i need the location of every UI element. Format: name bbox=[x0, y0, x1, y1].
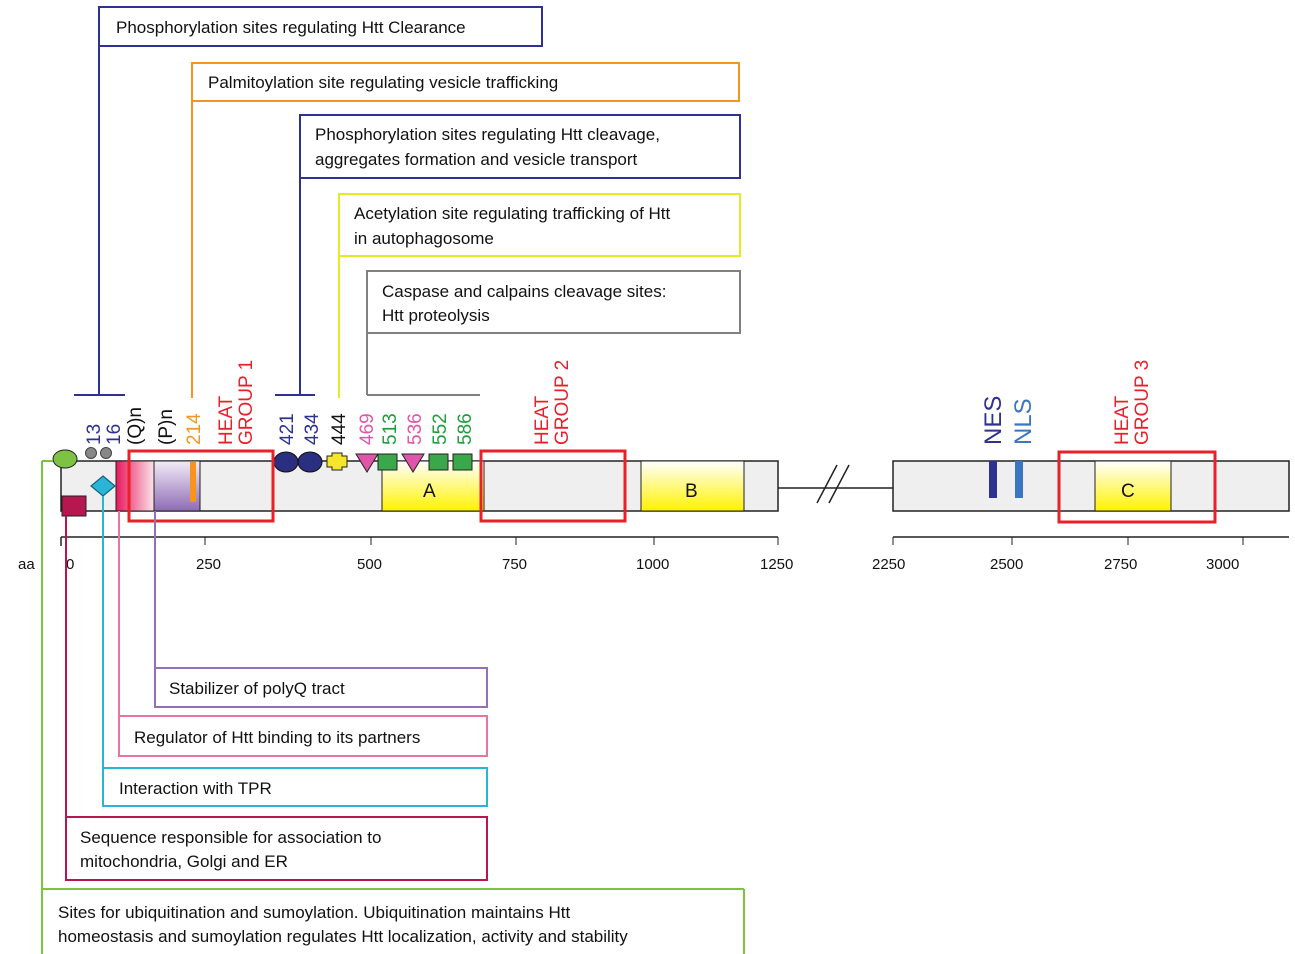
cleavage-site-552 bbox=[428, 453, 449, 471]
annotation-binding-regulator: Regulator of Htt binding to its partners bbox=[118, 511, 488, 757]
svg-text:in autophagosome: in autophagosome bbox=[354, 229, 494, 248]
site-label-qn: (Q)n bbox=[125, 407, 146, 445]
heat-group-1-box bbox=[127, 449, 275, 523]
cleavage-site-536 bbox=[401, 453, 425, 473]
svg-text:500: 500 bbox=[357, 556, 382, 573]
cleavage-site-586 bbox=[452, 453, 473, 471]
svg-text:HEAT: HEAT bbox=[1112, 395, 1133, 445]
mito-association-marker bbox=[61, 495, 87, 517]
svg-text:Htt proteolysis: Htt proteolysis bbox=[382, 306, 490, 325]
svg-text:HEAT: HEAT bbox=[532, 395, 553, 445]
site-label-444: 444 bbox=[329, 413, 350, 445]
annotation-phos-cleavage: Phosphorylation sites regulating Htt cle… bbox=[275, 114, 741, 396]
svg-text:GROUP 3: GROUP 3 bbox=[1132, 360, 1153, 445]
site-label-513: 513 bbox=[380, 413, 401, 445]
heat-group-labels: HEAT GROUP 1 HEAT GROUP 2 HEAT GROUP 3 bbox=[216, 360, 1153, 445]
svg-text:Sites for ubiquitination and s: Sites for ubiquitination and sumoylation… bbox=[58, 903, 570, 922]
acetylation-site-444 bbox=[326, 452, 348, 471]
svg-text:Phosphorylation sites regulati: Phosphorylation sites regulating Htt Cle… bbox=[116, 18, 466, 37]
site-label-nes: NES bbox=[980, 396, 1007, 445]
domain-c bbox=[1094, 460, 1172, 512]
axis-left: aa 0 250 500 750 1000 1250 bbox=[18, 536, 793, 573]
phospho-site-421 bbox=[273, 451, 299, 473]
phospho-site-16 bbox=[100, 447, 112, 459]
svg-text:750: 750 bbox=[502, 556, 527, 573]
annotation-caspase: Caspase and calpains cleavage sites: Htt… bbox=[366, 270, 741, 396]
site-label-pn: (P)n bbox=[156, 409, 177, 445]
annotation-ubiquitination: Sites for ubiquitination and sumoylation… bbox=[41, 460, 745, 954]
domain-a-label: A bbox=[423, 481, 436, 502]
svg-text:Phosphorylation sites regulati: Phosphorylation sites regulating Htt cle… bbox=[315, 125, 660, 144]
svg-text:Sequence responsible for assoc: Sequence responsible for association to bbox=[80, 828, 381, 847]
phospho-site-434 bbox=[297, 451, 323, 473]
svg-text:1000: 1000 bbox=[636, 556, 669, 573]
axis-label: aa bbox=[18, 556, 35, 573]
domain-c-label: C bbox=[1121, 481, 1135, 502]
svg-text:homeostasis and sumoylation re: homeostasis and sumoylation regulates Ht… bbox=[58, 927, 628, 946]
site-labels: 13 16 (Q)n (P)n 214 421 434 444 469 513 … bbox=[84, 396, 1037, 445]
nes-marker bbox=[989, 461, 997, 498]
svg-text:250: 250 bbox=[196, 556, 221, 573]
axis-break bbox=[778, 464, 893, 504]
nls-marker bbox=[1015, 461, 1023, 498]
cleavage-site-469 bbox=[355, 453, 379, 473]
site-markers bbox=[52, 447, 473, 517]
site-label-586: 586 bbox=[455, 413, 476, 445]
svg-text:3000: 3000 bbox=[1206, 556, 1239, 573]
phospho-site-13 bbox=[85, 447, 97, 459]
svg-text:1250: 1250 bbox=[760, 556, 793, 573]
svg-text:Caspase and calpains cleavage: Caspase and calpains cleavage sites: bbox=[382, 282, 666, 301]
domain-b bbox=[640, 460, 745, 512]
svg-text:GROUP 1: GROUP 1 bbox=[236, 360, 257, 445]
site-label-421: 421 bbox=[277, 413, 298, 445]
ubiquitination-marker bbox=[52, 449, 78, 469]
palmitoylation-marker bbox=[190, 462, 196, 502]
protein-bar-left: A B bbox=[60, 460, 779, 512]
heat-group-boxes bbox=[127, 449, 1217, 524]
svg-text:2500: 2500 bbox=[990, 556, 1023, 573]
annotation-phos-clearance: Phosphorylation sites regulating Htt Cle… bbox=[74, 6, 543, 396]
site-label-434: 434 bbox=[302, 413, 323, 445]
annotation-tpr-interaction: Interaction with TPR bbox=[102, 496, 488, 807]
cleavage-site-513 bbox=[377, 453, 398, 471]
heat-group-3-box bbox=[1057, 450, 1217, 524]
annotation-acetylation: Acetylation site regulating trafficking … bbox=[338, 193, 741, 398]
svg-text:Palmitoylation site regulating: Palmitoylation site regulating vesicle t… bbox=[208, 73, 558, 92]
svg-text:Interaction with TPR: Interaction with TPR bbox=[119, 779, 272, 798]
domain-b-label: B bbox=[685, 481, 698, 502]
svg-text:aggregates formation and vesic: aggregates formation and vesicle transpo… bbox=[315, 150, 638, 169]
svg-text:Acetylation site regulating tr: Acetylation site regulating trafficking … bbox=[354, 204, 671, 223]
svg-text:mitochondria, Golgi and ER: mitochondria, Golgi and ER bbox=[80, 852, 288, 871]
axis-right: 2250 2500 2750 3000 bbox=[872, 536, 1289, 573]
annotation-polyq-stabilizer: Stabilizer of polyQ tract bbox=[154, 511, 488, 708]
svg-text:0: 0 bbox=[66, 556, 74, 573]
site-label-536: 536 bbox=[405, 413, 426, 445]
annotation-palmitoylation: Palmitoylation site regulating vesicle t… bbox=[191, 62, 740, 398]
annotation-mito-association: Sequence responsible for association to … bbox=[65, 516, 488, 881]
site-label-nls: NLS bbox=[1010, 398, 1037, 445]
site-label-552: 552 bbox=[430, 413, 451, 445]
svg-text:Stabilizer of polyQ tract: Stabilizer of polyQ tract bbox=[169, 679, 345, 698]
svg-text:2750: 2750 bbox=[1104, 556, 1137, 573]
protein-bar-right: C bbox=[892, 460, 1290, 512]
site-label-214: 214 bbox=[184, 413, 205, 445]
svg-text:HEAT: HEAT bbox=[216, 395, 237, 445]
site-label-13: 13 bbox=[84, 424, 105, 445]
polyq-region bbox=[115, 460, 155, 512]
svg-text:GROUP 2: GROUP 2 bbox=[552, 360, 573, 445]
site-label-16: 16 bbox=[104, 424, 125, 445]
svg-text:2250: 2250 bbox=[872, 556, 905, 573]
site-label-469: 469 bbox=[357, 413, 378, 445]
heat-group-2-box bbox=[479, 449, 627, 523]
svg-text:Regulator of Htt binding to it: Regulator of Htt binding to its partners bbox=[134, 728, 420, 747]
